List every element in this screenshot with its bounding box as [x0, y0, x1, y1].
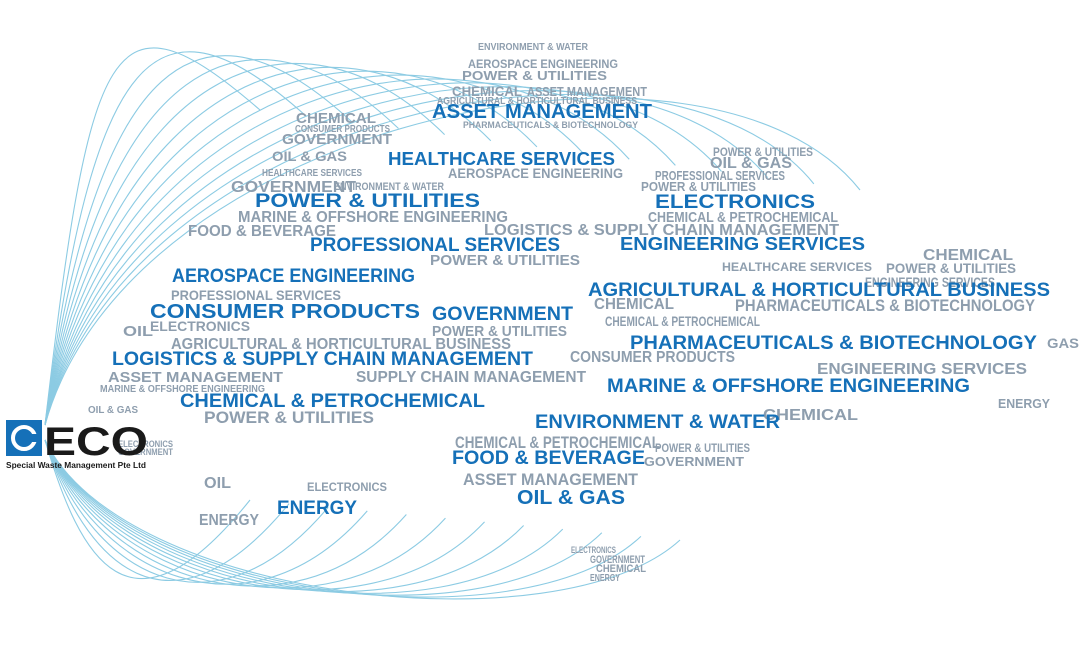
featured-word: POWER & UTILITIES: [255, 191, 480, 212]
featured-word: ASSET MANAGEMENT: [432, 101, 652, 123]
featured-word: CONSUMER PRODUCTS: [150, 301, 420, 323]
featured-word: ENERGY: [277, 498, 357, 519]
featured-word: AGRICULTURAL & HORTICULTURAL BUSINESS: [588, 280, 1050, 301]
featured-word: FOOD & BEVERAGE: [452, 448, 645, 469]
background-word: OIL & GAS: [272, 148, 347, 164]
word-cloud-graphic: ENVIRONMENT & WATER AEROSPACE ENGINEERING…: [0, 0, 1079, 645]
featured-word: AEROSPACE ENGINEERING: [172, 266, 415, 287]
logo: ECO Special Waste Management Pte Ltd: [6, 420, 148, 470]
featured-word: LOGISTICS & SUPPLY CHAIN MANAGEMENT: [112, 349, 533, 370]
featured-word: PHARMACEUTICALS & BIOTECHNOLOGY: [630, 333, 1037, 354]
background-word: GOVERNMENT: [644, 454, 744, 469]
background-word: ELECTRONICS: [571, 545, 616, 555]
background-word: HEALTHCARE SERVICES: [722, 260, 872, 274]
background-word: HEALTHCARE SERVICES: [262, 168, 362, 179]
background-word: POWER & UTILITIES: [462, 68, 607, 83]
background-word: ENERGY: [998, 396, 1050, 411]
logo-title: ECO: [44, 420, 148, 464]
featured-word: ENGINEERING SERVICES: [620, 234, 865, 254]
background-word: OIL: [123, 323, 153, 340]
background-word: ENVIRONMENT & WATER: [478, 42, 589, 53]
background-word: CHEMICAL: [596, 563, 646, 575]
background-word: GAS: [1047, 335, 1079, 351]
logo-icon-cut: [24, 434, 38, 442]
background-word: ELECTRONICS: [307, 480, 387, 494]
featured-word: MARINE & OFFSHORE ENGINEERING: [607, 376, 970, 397]
logo-subtitle: Special Waste Management Pte Ltd: [6, 461, 146, 470]
background-word: GOVERNMENT: [282, 131, 392, 148]
background-word: ENERGY: [199, 512, 259, 529]
featured-word: GOVERNMENT: [432, 304, 573, 325]
background-word: SUPPLY CHAIN MANAGEMENT: [356, 369, 586, 386]
featured-word: PROFESSIONAL SERVICES: [310, 235, 560, 256]
featured-word: ELECTRONICS: [655, 192, 815, 213]
background-word: POWER & UTILITIES: [432, 323, 567, 340]
background-word: OIL: [204, 475, 231, 492]
featured-word: ENVIRONMENT & WATER: [535, 412, 780, 433]
featured-word: OIL & GAS: [517, 487, 625, 509]
background-word: CHEMICAL & PETROCHEMICAL: [605, 313, 760, 329]
featured-word: HEALTHCARE SERVICES: [388, 149, 615, 169]
background-word: POWER & UTILITIES: [655, 441, 750, 455]
background-word: OIL & GAS: [88, 405, 138, 416]
featured-word: CHEMICAL & PETROCHEMICAL: [180, 391, 485, 412]
